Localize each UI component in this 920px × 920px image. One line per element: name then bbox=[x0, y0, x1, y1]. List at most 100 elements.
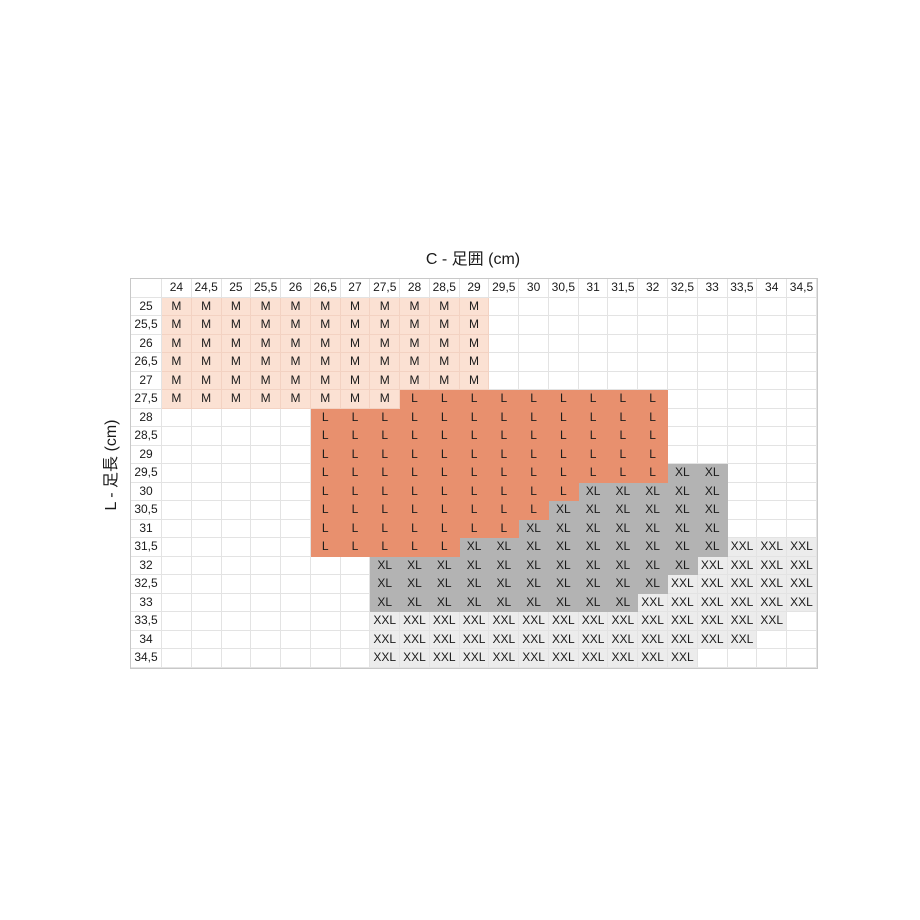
empty-cell bbox=[548, 353, 579, 372]
size-cell: M bbox=[221, 316, 252, 335]
empty-cell bbox=[162, 649, 192, 668]
size-cell: XXL bbox=[757, 593, 788, 612]
empty-cell bbox=[221, 501, 252, 520]
empty-cell bbox=[162, 408, 192, 427]
size-cell: M bbox=[310, 390, 341, 409]
empty-cell bbox=[668, 334, 698, 353]
column-header: 30,5 bbox=[548, 279, 579, 298]
empty-cell bbox=[757, 353, 788, 372]
size-cell: L bbox=[310, 464, 341, 483]
empty-cell bbox=[221, 519, 252, 538]
column-header: 24 bbox=[162, 279, 192, 298]
size-cell: M bbox=[162, 390, 192, 409]
empty-cell bbox=[697, 297, 728, 316]
size-cell: XXL bbox=[429, 612, 460, 631]
empty-cell bbox=[787, 316, 817, 335]
empty-cell bbox=[608, 353, 639, 372]
size-cell: M bbox=[400, 353, 430, 372]
empty-cell bbox=[787, 390, 817, 409]
size-cell: L bbox=[578, 408, 609, 427]
row-header: 26 bbox=[131, 334, 162, 353]
size-cell: M bbox=[429, 371, 460, 390]
size-cell: M bbox=[251, 297, 282, 316]
row-header: 26,5 bbox=[131, 353, 162, 372]
empty-cell bbox=[757, 501, 788, 520]
empty-cell bbox=[578, 371, 609, 390]
size-cell: XL bbox=[519, 575, 549, 594]
empty-cell bbox=[221, 575, 252, 594]
size-cell: L bbox=[548, 464, 579, 483]
empty-cell bbox=[727, 427, 758, 446]
size-cell: L bbox=[400, 519, 430, 538]
size-cell: XL bbox=[489, 593, 520, 612]
size-cell: M bbox=[340, 334, 371, 353]
empty-cell bbox=[757, 649, 788, 668]
column-header: 29,5 bbox=[489, 279, 520, 298]
size-cell: XXL bbox=[787, 538, 817, 557]
size-cell: L bbox=[638, 390, 669, 409]
empty-cell bbox=[251, 575, 282, 594]
size-cell: L bbox=[519, 445, 549, 464]
empty-cell bbox=[340, 556, 371, 575]
empty-cell bbox=[787, 464, 817, 483]
size-cell: L bbox=[370, 538, 401, 557]
size-cell: L bbox=[400, 445, 430, 464]
size-cell: L bbox=[459, 482, 490, 501]
size-cell: M bbox=[459, 334, 490, 353]
empty-cell bbox=[310, 630, 341, 649]
size-cell: L bbox=[340, 538, 371, 557]
column-header: 26,5 bbox=[310, 279, 341, 298]
size-cell: XL bbox=[697, 519, 728, 538]
size-cell: L bbox=[429, 501, 460, 520]
empty-cell bbox=[221, 593, 252, 612]
empty-cell bbox=[697, 334, 728, 353]
empty-cell bbox=[519, 353, 549, 372]
empty-cell bbox=[281, 519, 311, 538]
size-cell: XXL bbox=[578, 649, 609, 668]
column-header: 29 bbox=[459, 279, 490, 298]
size-cell: XXL bbox=[787, 593, 817, 612]
empty-cell bbox=[668, 390, 698, 409]
empty-cell bbox=[221, 464, 252, 483]
empty-cell bbox=[727, 371, 758, 390]
size-cell: M bbox=[221, 390, 252, 409]
size-cell: L bbox=[638, 445, 669, 464]
size-cell: L bbox=[489, 408, 520, 427]
empty-cell bbox=[310, 575, 341, 594]
empty-cell bbox=[578, 334, 609, 353]
empty-cell bbox=[310, 556, 341, 575]
y-axis-title: L - 足長 (cm) bbox=[103, 419, 120, 511]
empty-cell bbox=[281, 649, 311, 668]
empty-cell bbox=[638, 334, 669, 353]
empty-cell bbox=[757, 482, 788, 501]
x-axis-title: C - 足囲 (cm) bbox=[425, 251, 521, 268]
size-cell: XL bbox=[638, 575, 669, 594]
empty-cell bbox=[221, 445, 252, 464]
size-cell: XL bbox=[459, 575, 490, 594]
column-header: 33 bbox=[697, 279, 728, 298]
size-cell: XXL bbox=[400, 649, 430, 668]
column-header: 34,5 bbox=[787, 279, 817, 298]
row-header: 32,5 bbox=[131, 575, 162, 594]
size-cell: M bbox=[370, 316, 401, 335]
size-cell: XL bbox=[638, 482, 669, 501]
size-cell: XXL bbox=[578, 630, 609, 649]
empty-cell bbox=[162, 630, 192, 649]
empty-cell bbox=[221, 630, 252, 649]
size-cell: XL bbox=[668, 519, 698, 538]
empty-cell bbox=[281, 575, 311, 594]
size-cell: M bbox=[310, 334, 341, 353]
size-cell: M bbox=[191, 334, 222, 353]
size-cell: XL bbox=[697, 482, 728, 501]
empty-cell bbox=[281, 630, 311, 649]
empty-cell bbox=[281, 464, 311, 483]
empty-cell bbox=[727, 353, 758, 372]
size-cell: XXL bbox=[608, 630, 639, 649]
empty-cell bbox=[162, 427, 192, 446]
size-cell: L bbox=[519, 501, 549, 520]
empty-cell bbox=[162, 501, 192, 520]
size-cell: XL bbox=[459, 556, 490, 575]
empty-cell bbox=[787, 371, 817, 390]
empty-cell bbox=[162, 482, 192, 501]
size-cell: XL bbox=[429, 556, 460, 575]
